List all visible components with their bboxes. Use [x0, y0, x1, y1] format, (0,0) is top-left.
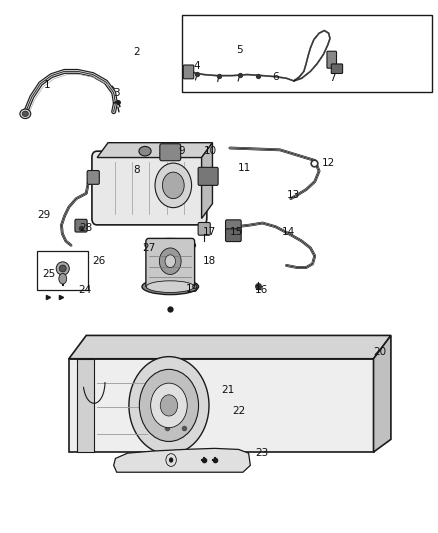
Text: 10: 10	[204, 146, 217, 156]
Ellipse shape	[20, 109, 31, 118]
Text: 24: 24	[78, 285, 92, 295]
Text: 11: 11	[238, 164, 251, 173]
Text: 17: 17	[203, 227, 216, 237]
Text: 20: 20	[374, 348, 387, 358]
FancyBboxPatch shape	[226, 229, 241, 241]
Polygon shape	[69, 335, 391, 359]
FancyBboxPatch shape	[327, 51, 336, 68]
Ellipse shape	[22, 111, 28, 116]
Circle shape	[129, 357, 209, 454]
Ellipse shape	[142, 279, 198, 295]
Polygon shape	[69, 359, 374, 452]
FancyBboxPatch shape	[160, 144, 181, 161]
Polygon shape	[97, 143, 212, 158]
Text: 14: 14	[282, 227, 295, 237]
Circle shape	[165, 255, 176, 268]
Text: 23: 23	[255, 448, 268, 458]
FancyBboxPatch shape	[87, 171, 99, 184]
Bar	[37, 251, 88, 290]
Polygon shape	[374, 335, 391, 452]
Text: 15: 15	[230, 227, 243, 237]
Bar	[182, 14, 432, 92]
Text: 6: 6	[272, 71, 279, 82]
FancyBboxPatch shape	[92, 151, 207, 225]
Ellipse shape	[146, 281, 194, 293]
Text: 4: 4	[194, 61, 201, 71]
Circle shape	[151, 383, 187, 427]
Circle shape	[169, 457, 173, 463]
FancyBboxPatch shape	[75, 219, 87, 232]
FancyBboxPatch shape	[198, 167, 218, 185]
Text: 26: 26	[93, 256, 106, 266]
Text: 22: 22	[232, 406, 245, 416]
Ellipse shape	[139, 147, 151, 156]
Text: 29: 29	[37, 209, 51, 220]
Text: 21: 21	[221, 384, 234, 394]
Text: 16: 16	[255, 285, 268, 295]
Circle shape	[139, 369, 198, 441]
Ellipse shape	[56, 262, 69, 275]
Text: 12: 12	[322, 158, 336, 168]
Circle shape	[155, 163, 191, 208]
Ellipse shape	[59, 265, 66, 272]
Circle shape	[159, 248, 181, 274]
Text: 27: 27	[143, 243, 156, 253]
Text: 13: 13	[286, 190, 300, 200]
Bar	[77, 359, 94, 452]
Circle shape	[160, 395, 178, 416]
Polygon shape	[201, 143, 212, 219]
Text: 25: 25	[42, 270, 55, 279]
Text: 7: 7	[329, 73, 336, 83]
Text: 2: 2	[133, 47, 140, 56]
FancyBboxPatch shape	[331, 64, 343, 74]
Circle shape	[162, 172, 184, 199]
FancyBboxPatch shape	[198, 222, 210, 235]
Text: 19: 19	[186, 284, 200, 294]
Text: 28: 28	[80, 223, 93, 233]
Text: 8: 8	[133, 165, 140, 175]
FancyBboxPatch shape	[146, 238, 194, 288]
Text: 18: 18	[203, 256, 216, 266]
Text: 3: 3	[113, 87, 120, 98]
Text: 9: 9	[179, 146, 185, 156]
FancyBboxPatch shape	[184, 65, 194, 79]
Ellipse shape	[59, 273, 67, 284]
Text: 5: 5	[237, 45, 243, 55]
Polygon shape	[114, 448, 251, 472]
FancyBboxPatch shape	[226, 220, 241, 233]
Text: 1: 1	[44, 79, 50, 90]
